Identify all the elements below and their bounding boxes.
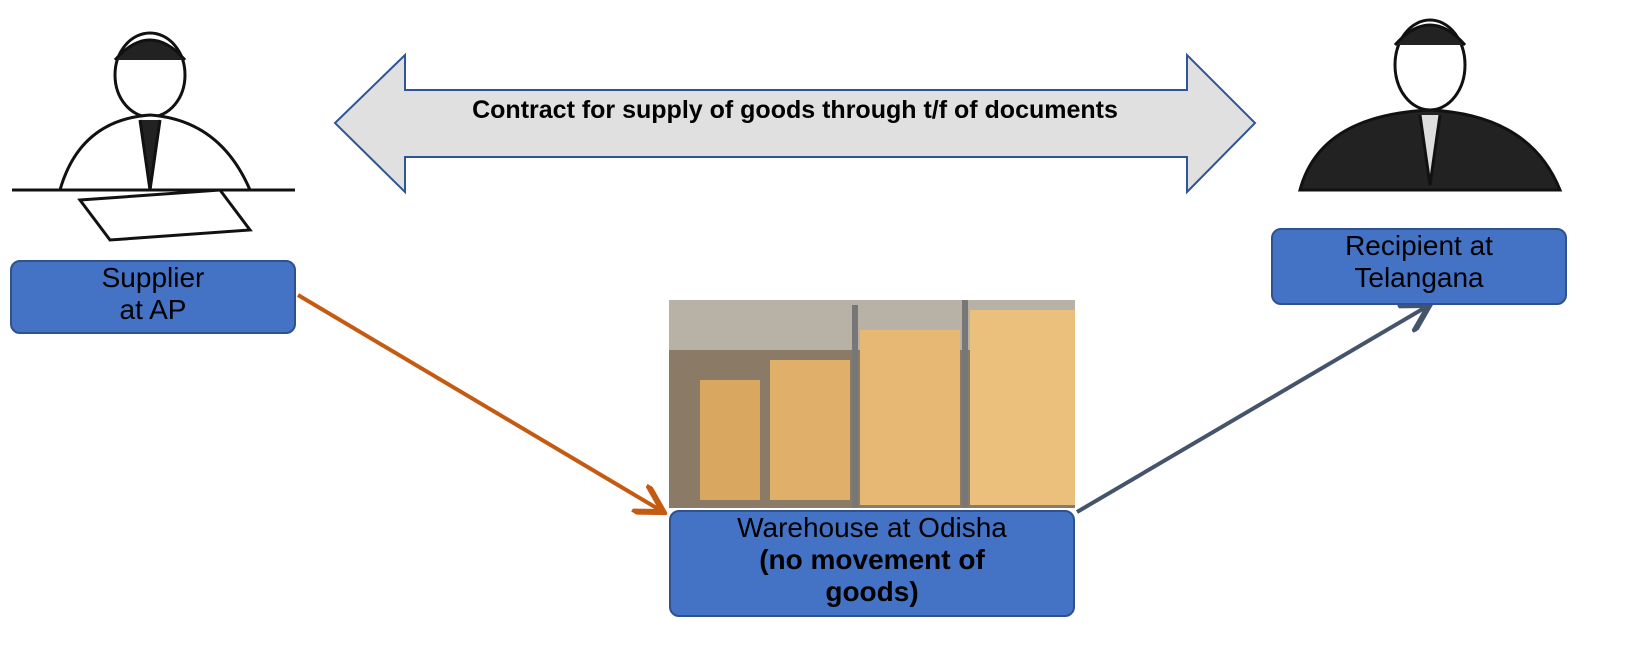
flow-arrow bbox=[298, 295, 660, 510]
recipient-label: Recipient at Telangana bbox=[1313, 230, 1525, 294]
recipient-box: Recipient at Telangana bbox=[1271, 228, 1567, 305]
supplier-line: Supplier bbox=[102, 262, 205, 294]
supplier-line: at AP bbox=[120, 294, 187, 326]
warehouse-note: (no movement of goods) bbox=[671, 544, 1073, 608]
supplier-box: Supplier at AP bbox=[10, 260, 296, 334]
supplier-illustration bbox=[12, 33, 295, 240]
warehouse-label: Warehouse at Odisha bbox=[737, 512, 1007, 544]
recipient-illustration bbox=[1300, 20, 1560, 190]
warehouse-photo bbox=[669, 300, 1075, 508]
arrow-label: Contract for supply of goods through t/f… bbox=[455, 94, 1135, 127]
warehouse-box: Warehouse at Odisha (no movement of good… bbox=[669, 510, 1075, 617]
page: Contract for supply of goods through t/f… bbox=[0, 0, 1652, 655]
flow-arrow bbox=[1077, 307, 1426, 512]
